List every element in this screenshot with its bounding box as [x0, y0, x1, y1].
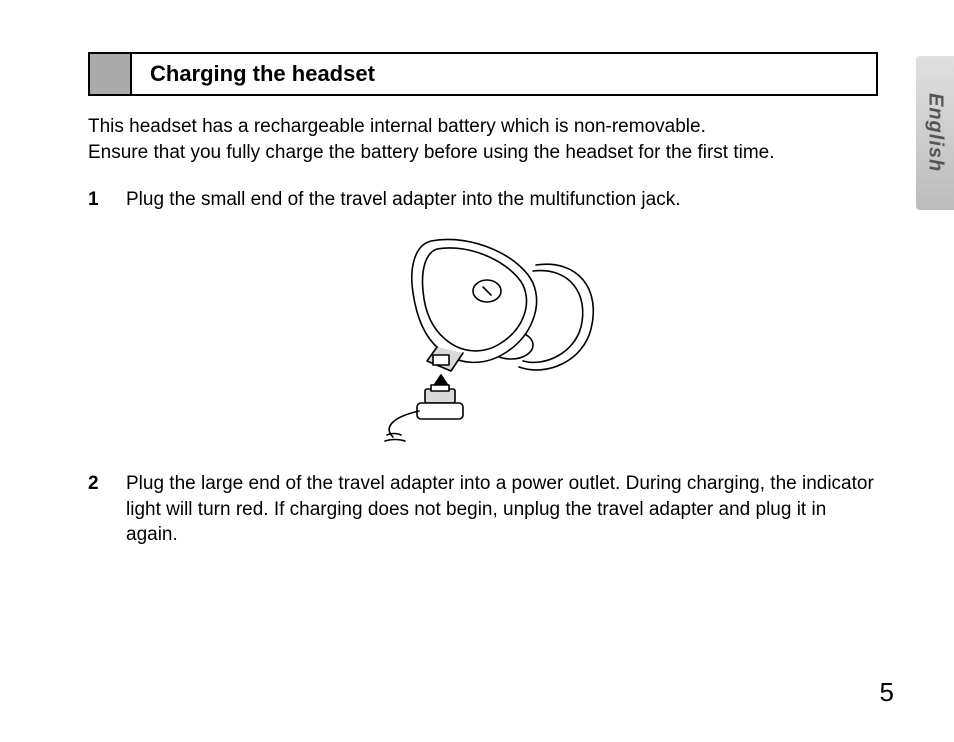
step-text: Plug the large end of the travel adapter… [126, 471, 878, 548]
step-number: 1 [88, 187, 126, 213]
step-text: Plug the small end of the travel adapter… [126, 187, 878, 213]
headset-svg [333, 227, 633, 447]
step-item: 1 Plug the small end of the travel adapt… [88, 187, 878, 213]
section-header: Charging the headset [88, 52, 878, 96]
step-number: 2 [88, 471, 126, 548]
headset-charging-diagram [88, 227, 878, 447]
section-title: Charging the headset [132, 54, 876, 94]
step-item: 2 Plug the large end of the travel adapt… [88, 471, 878, 548]
steps-list: 1 Plug the small end of the travel adapt… [88, 187, 878, 213]
page-content: Charging the headset This headset has a … [88, 52, 878, 558]
steps-list-2: 2 Plug the large end of the travel adapt… [88, 471, 878, 548]
section-header-accent [90, 54, 132, 94]
intro-line-2: Ensure that you fully charge the battery… [88, 142, 775, 163]
language-tab-label: English [924, 93, 947, 172]
language-tab: English [916, 56, 954, 210]
page-number: 5 [880, 677, 894, 708]
intro-line-1: This headset has a rechargeable internal… [88, 116, 706, 137]
intro-paragraph: This headset has a rechargeable internal… [88, 114, 878, 165]
